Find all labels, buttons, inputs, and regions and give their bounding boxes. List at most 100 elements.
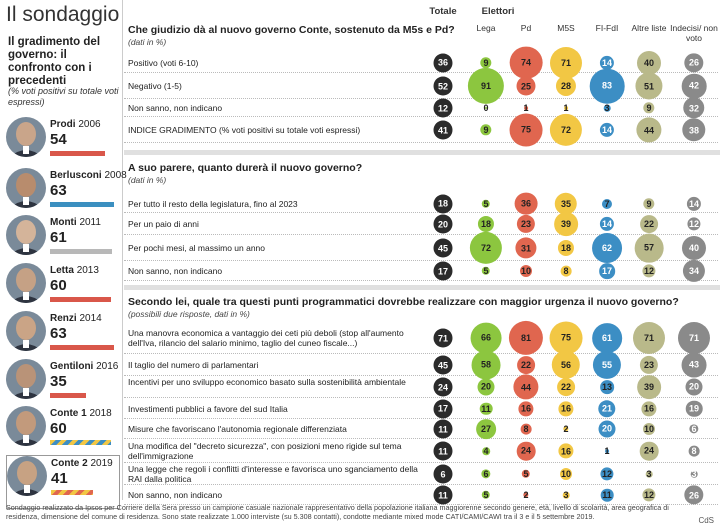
value-bubble-total: 17 — [433, 261, 453, 281]
value-bubble-lega: 0 — [477, 99, 495, 117]
value-bubble-fi-fdi: 3 — [598, 99, 616, 117]
table-row: Una manovra economica a vantaggio dei ce… — [124, 320, 718, 356]
row-label: Misure che favoriscano l'autonomia regio… — [128, 424, 347, 434]
table-row: Misure che favoriscano l'autonomia regio… — [124, 419, 718, 439]
value-bubble-m5s: 72 — [549, 113, 583, 147]
value-bubble-lega: 58 — [471, 350, 501, 380]
value-bubble-pd: 24 — [516, 441, 536, 461]
page-title: Il sondaggio — [6, 3, 120, 26]
row-label: Una legge che regoli i conflitti d'inter… — [128, 464, 418, 484]
row-rule — [124, 397, 718, 398]
value-bubble-indecisi: 3 — [685, 465, 703, 483]
portrait-icon — [7, 456, 47, 496]
government-item: Conte 2 2019 41 — [6, 455, 120, 509]
value-bubble-m5s: 10 — [557, 465, 575, 483]
value-bubble-fi-fdi: 20 — [598, 420, 616, 438]
row-rule — [124, 72, 718, 73]
row-rule — [124, 280, 718, 281]
value-bubble-pd: 1 — [517, 99, 535, 117]
approval-value: 60 — [50, 277, 67, 294]
value-bubble-m5s: 56 — [551, 350, 581, 380]
government-name: Letta 2013 — [50, 265, 99, 276]
row-label: Per un paio di anni — [128, 219, 199, 229]
value-bubble-fi-fdi: 61 — [592, 323, 622, 353]
row-label: Non sanno, non indicano — [128, 490, 223, 500]
government-leader: Gentiloni — [50, 361, 94, 372]
value-bubble-m5s: 18 — [557, 239, 575, 257]
row-label: Non sanno, non indicano — [128, 266, 223, 276]
header-col-0: Lega — [476, 23, 496, 33]
government-leader: Conte 2 — [51, 458, 88, 469]
approval-value: 61 — [50, 229, 67, 246]
government-leader: Letta — [50, 265, 74, 276]
value-bubble-total: 36 — [433, 53, 453, 72]
question-title: Secondo lei, quale tra questi punti prog… — [128, 296, 679, 308]
value-bubble-altre-liste: 9 — [640, 195, 658, 213]
row-label: Incentivi per uno sviluppo economico bas… — [128, 377, 406, 387]
value-bubble-lega: 18 — [477, 215, 495, 233]
approval-value: 63 — [50, 182, 67, 199]
government-name: Renzi 2014 — [50, 313, 102, 324]
table-row: Investimenti pubblici a favore del sud I… — [124, 398, 718, 419]
value-bubble-pd: 74 — [509, 46, 543, 79]
value-bubble-m5s: 16 — [558, 443, 574, 459]
value-bubble-pd: 25 — [516, 76, 536, 96]
government-leader: Prodi — [50, 119, 76, 130]
row-rule — [124, 375, 718, 376]
value-bubble-fi-fdi: 17 — [599, 263, 615, 279]
value-bubble-altre-liste: 39 — [637, 375, 661, 399]
value-bubble-indecisi: 34 — [682, 259, 706, 283]
value-bubble-total: 24 — [433, 377, 453, 397]
row-rule — [124, 438, 718, 439]
value-bubble-lega: 4 — [477, 442, 495, 460]
value-bubble-total: 45 — [433, 238, 453, 258]
portrait-icon — [6, 215, 46, 255]
government-leader: Conte 1 — [50, 408, 87, 419]
row-rule — [124, 260, 718, 261]
column-headers: Totale Elettori Lega Pd M5S FI-FdI Altre lis… — [0, 3, 720, 43]
value-bubble-lega: 91 — [467, 67, 505, 105]
header-col-4: Altre liste — [631, 23, 667, 33]
value-bubble-fi-fdi: 62 — [592, 233, 622, 263]
divider — [122, 0, 123, 500]
question-title: A suo parere, quanto durerà il nuovo gov… — [128, 162, 363, 174]
value-bubble-altre-liste: 24 — [639, 441, 659, 461]
government-name: Conte 2 2019 — [51, 458, 113, 469]
approval-bar — [50, 202, 114, 207]
government-year: 2016 — [96, 361, 119, 372]
value-bubble-indecisi: 38 — [682, 118, 706, 142]
value-bubble-total: 20 — [433, 214, 453, 234]
government-year: 2013 — [76, 265, 99, 276]
government-name: Conte 1 2018 — [50, 408, 112, 419]
value-bubble-total: 17 — [433, 399, 453, 418]
value-bubble-total: 11 — [433, 485, 453, 505]
government-name: Monti 2011 — [50, 217, 101, 228]
value-bubble-lega: 66 — [470, 322, 502, 354]
value-bubble-lega: 5 — [477, 195, 495, 213]
table-row: Non sanno, non indicano 12 0 1 1 3 9 32 — [124, 97, 718, 119]
government-item: Gentiloni 2016 35 — [6, 359, 118, 411]
value-bubble-indecisi: 12 — [685, 215, 703, 233]
value-bubble-pd: 8 — [517, 420, 535, 438]
row-rule — [124, 142, 718, 143]
header-col-5: Indecisi/ non voto — [670, 23, 718, 43]
value-bubble-m5s: 28 — [555, 75, 577, 97]
value-bubble-pd: 36 — [514, 192, 538, 215]
table-row: Non sanno, non indicano 11 5 2 3 11 12 26 — [124, 485, 718, 505]
header-col-2: M5S — [557, 23, 575, 33]
government-item: Letta 2013 60 — [6, 263, 118, 315]
row-label: Una modifica del "decreto sicurezza", co… — [128, 441, 402, 461]
portrait-icon — [6, 263, 46, 303]
government-year: 2018 — [89, 408, 112, 419]
row-rule — [124, 234, 718, 235]
approval-value: 54 — [50, 131, 67, 148]
value-bubble-m5s: 3 — [557, 486, 575, 504]
value-bubble-m5s: 39 — [554, 212, 578, 236]
value-bubble-total: 12 — [433, 98, 453, 118]
value-bubble-lega: 11 — [477, 400, 495, 418]
section-separator — [124, 150, 720, 155]
value-bubble-indecisi: 14 — [686, 196, 702, 211]
government-year: 2011 — [79, 217, 101, 228]
approval-value: 63 — [50, 325, 67, 342]
value-bubble-fi-fdi: 14 — [599, 122, 615, 138]
